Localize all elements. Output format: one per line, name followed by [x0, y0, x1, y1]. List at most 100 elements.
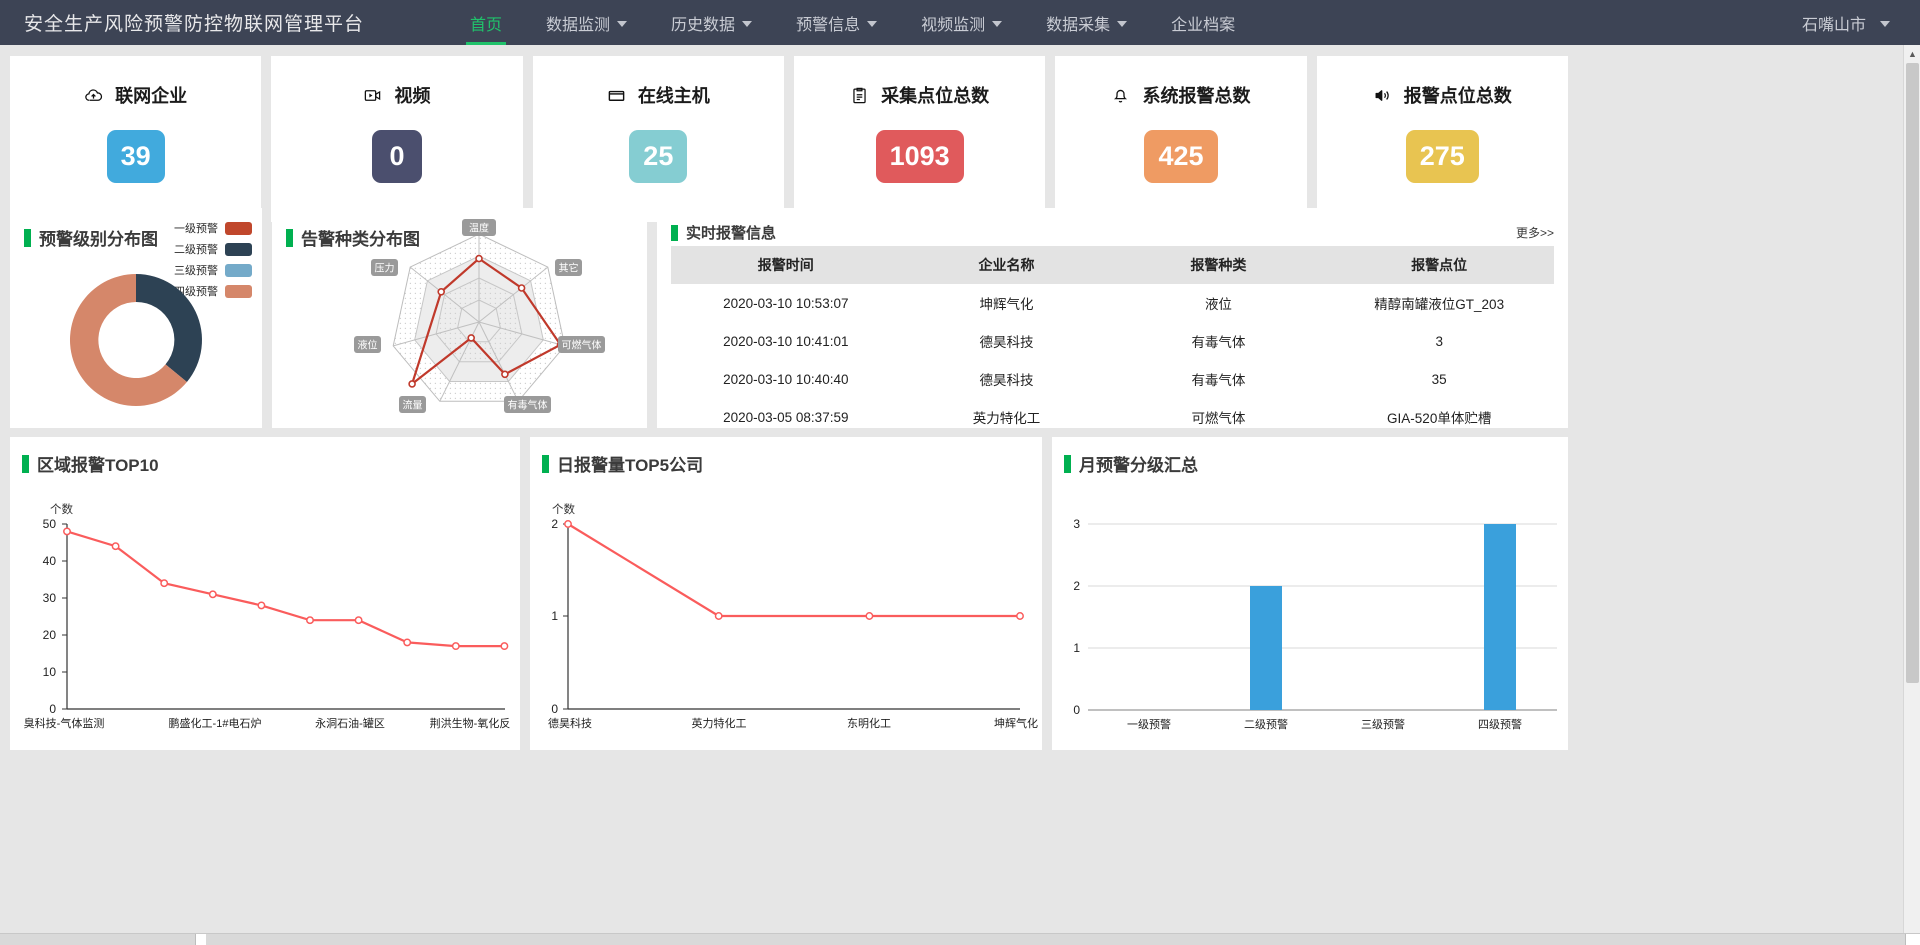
more-link[interactable]: 更多>>	[1515, 226, 1554, 240]
table-row[interactable]: 2020-03-10 10:53:07 坤辉气化 液位 精醇南罐液位GT_203	[671, 284, 1554, 322]
svg-text:可燃气体: 可燃气体	[562, 339, 602, 352]
cell-point: 35	[1431, 371, 1447, 387]
svg-text:液位: 液位	[358, 339, 378, 352]
nav-item-enterprise-archive[interactable]: 企业档案	[1149, 0, 1257, 45]
title-accent-bar	[24, 228, 31, 247]
kpi-label: 视频	[394, 86, 431, 106]
radar-label-other: 其它	[555, 259, 582, 276]
svg-text:一级预警: 一级预警	[1127, 717, 1171, 731]
cell-enterprise: 德昊科技	[979, 373, 1034, 388]
table-row[interactable]: 2020-03-10 10:40:40 德昊科技 有毒气体 35	[671, 360, 1554, 398]
column-header-time: 报警时间	[671, 246, 901, 284]
svg-text:英力特化工: 英力特化工	[692, 716, 747, 730]
y-axis-ticks: 50 40 30 20 10 0	[43, 517, 67, 716]
svg-text:有毒气体: 有毒气体	[508, 399, 548, 412]
legend-swatch	[225, 284, 252, 298]
kpi-card-connected-enterprises[interactable]: 联网企业 39	[10, 56, 262, 222]
cloud-upload-icon	[84, 86, 103, 105]
radar-axis-labels: 温度 其它 可燃气体 有毒气体	[354, 219, 605, 413]
legend-item[interactable]: 四级预警	[174, 283, 252, 299]
kpi-card-collection-points[interactable]: 采集点位总数 1093	[793, 56, 1046, 222]
scrollbar-thumb[interactable]	[1906, 63, 1919, 683]
alarm-type-radar-chart: 温度 其它 可燃气体 有毒气体	[354, 219, 605, 413]
title-accent-bar	[1064, 454, 1071, 473]
nav-item-home[interactable]: 首页	[448, 0, 524, 45]
chevron-down-icon	[992, 20, 1003, 27]
cell-enterprise: 英力特化工	[972, 411, 1041, 426]
card-title-text: 区域报警TOP10	[37, 456, 159, 475]
nav-label: 数据监测	[546, 16, 611, 34]
kpi-card-row: 联网企业 39 视频 0	[10, 56, 1568, 222]
middle-row: 预警级别分布图 一级预警 二级预警 三级预警 四级预警	[10, 208, 1568, 428]
legend-item[interactable]: 一级预警	[174, 220, 252, 236]
pie-card-title: 预警级别分布图	[24, 225, 158, 250]
scroll-up-arrow-icon[interactable]: ▲	[1904, 45, 1920, 62]
bottom-strip-segment	[206, 934, 1906, 945]
column-header-type: 报警种类	[1112, 246, 1325, 284]
kpi-label: 在线主机	[637, 86, 710, 106]
kpi-label: 联网企业	[115, 86, 188, 106]
chevron-down-icon	[867, 20, 878, 27]
svg-text:50: 50	[43, 517, 57, 531]
svg-text:0: 0	[1073, 703, 1080, 717]
title-accent-bar	[542, 454, 549, 473]
radar-label-temperature: 温度	[462, 219, 496, 236]
svg-text:1: 1	[551, 609, 558, 623]
cell-enterprise: 德昊科技	[979, 335, 1034, 350]
kpi-card-online-hosts[interactable]: 在线主机 25	[532, 56, 784, 222]
table-body: 2020-03-10 10:53:07 坤辉气化 液位 精醇南罐液位GT_203…	[671, 284, 1554, 436]
region-selector[interactable]: 石嘴山市	[1802, 0, 1920, 45]
legend-swatch	[225, 221, 252, 235]
page-scrollbar[interactable]: ▲ ▼	[1903, 45, 1920, 945]
cell-point: 精醇南罐液位GT_203	[1374, 297, 1505, 312]
svg-text:0: 0	[551, 702, 558, 716]
bar-level2[interactable]	[1250, 586, 1282, 710]
table-row[interactable]: 2020-03-10 10:41:01 德昊科技 有毒气体 3	[671, 322, 1554, 360]
cell-time: 2020-03-10 10:40:40	[723, 371, 849, 387]
x-axis-tick-labels: 臭科技-气体监测 鹏盛化工-1#电石炉 永洞石油-罐区 荆洪生物-氧化反	[24, 716, 511, 730]
kpi-card-alarm-points[interactable]: 报警点位总数 275	[1316, 56, 1568, 222]
svg-text:0: 0	[49, 702, 56, 716]
nav-label: 企业档案	[1171, 16, 1236, 34]
region-label: 石嘴山市	[1801, 16, 1866, 34]
radar-label-toxic-gas: 有毒气体	[504, 396, 551, 413]
svg-text:2: 2	[551, 517, 558, 531]
nav-item-data-monitor[interactable]: 数据监测	[524, 0, 649, 45]
svg-text:荆洪生物-氧化反: 荆洪生物-氧化反	[430, 716, 511, 730]
table-row[interactable]: 2020-03-05 08:37:59 英力特化工 可燃气体 GIA-520单体…	[671, 398, 1554, 436]
monthly-alert-summary-chart: 3 2 1 0 一级预警 二级预警 三级预警 四级预警	[1073, 517, 1557, 731]
cell-type: 液位	[1204, 297, 1232, 312]
y-axis-ticks: 3 2 1 0	[1073, 517, 1080, 717]
nav-item-video-monitor[interactable]: 视频监测	[899, 0, 1024, 45]
x-axis-tick-labels: 一级预警 二级预警 三级预警 四级预警	[1127, 717, 1522, 731]
kpi-value-badge: 275	[1405, 130, 1479, 183]
top10-line-path	[66, 530, 505, 648]
title-accent-bar	[286, 228, 293, 247]
video-play-icon	[363, 86, 382, 105]
top10-card-title: 区域报警TOP10	[22, 451, 508, 476]
nav-item-data-collection[interactable]: 数据采集	[1024, 0, 1149, 45]
daily-alarm-top5-card: 日报警量TOP5公司 个数 2 1 0 德昊	[530, 437, 1042, 750]
legend-item[interactable]: 三级预警	[174, 262, 252, 278]
chevron-down-icon	[1117, 20, 1128, 27]
kpi-card-video[interactable]: 视频 0	[271, 56, 523, 222]
title-accent-bar	[22, 454, 29, 473]
svg-text:永洞石油-罐区: 永洞石油-罐区	[315, 716, 385, 730]
realtime-alarm-card: 实时报警信息 更多>> 报警时间 企业名称 报警种类 报警点位 2020-03-…	[657, 208, 1568, 428]
table-header: 报警时间 企业名称 报警种类 报警点位	[671, 246, 1554, 284]
bar-level4[interactable]	[1484, 524, 1516, 710]
nav-item-history-data[interactable]: 历史数据	[649, 0, 774, 45]
kpi-label: 报警点位总数	[1403, 86, 1512, 106]
bar-card-title: 月预警分级汇总	[1064, 451, 1556, 476]
card-title-text: 实时报警信息	[686, 225, 777, 242]
kpi-value-badge: 39	[106, 130, 165, 183]
cell-time: 2020-03-10 10:41:01	[723, 333, 849, 349]
column-header-enterprise: 企业名称	[900, 246, 1113, 284]
donut-slice-level2[interactable]	[136, 274, 202, 382]
alarm-card-title: 实时报警信息	[671, 222, 776, 243]
legend-item[interactable]: 二级预警	[174, 241, 252, 257]
monitor-icon	[607, 86, 626, 105]
kpi-card-system-alarms[interactable]: 系统报警总数 425	[1055, 56, 1307, 222]
nav-item-alert-info[interactable]: 预警信息	[774, 0, 899, 45]
donut-slice-level4[interactable]	[69, 274, 187, 406]
